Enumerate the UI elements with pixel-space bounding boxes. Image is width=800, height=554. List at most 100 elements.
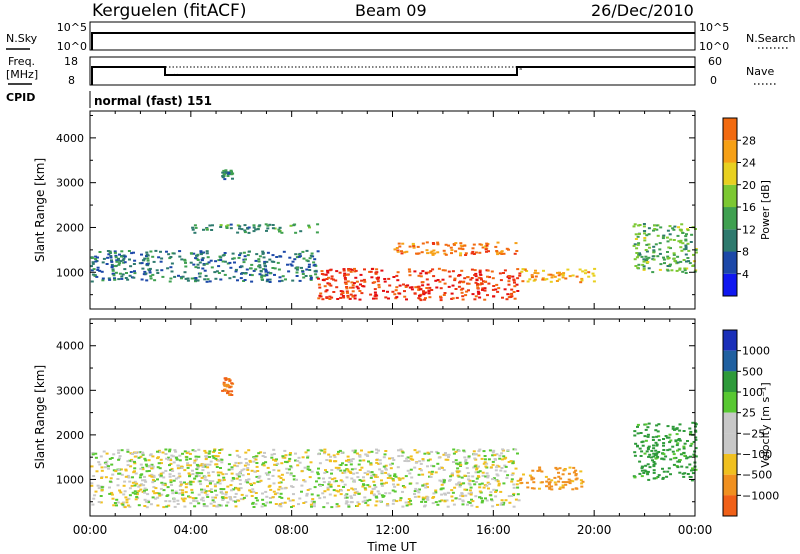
velocity-cell bbox=[108, 486, 111, 489]
power-cell bbox=[403, 251, 407, 254]
velocity-cell bbox=[269, 501, 272, 504]
velocity-cell bbox=[266, 466, 270, 469]
power-cell bbox=[302, 257, 306, 260]
power-cell bbox=[129, 265, 133, 268]
velocity-cell bbox=[290, 466, 294, 469]
velocity-cell bbox=[387, 473, 391, 476]
velocity-cell bbox=[133, 492, 137, 495]
velocity-cell bbox=[201, 496, 205, 499]
power-cell bbox=[328, 295, 332, 298]
power-cell bbox=[669, 263, 672, 266]
velocity-cell bbox=[453, 486, 457, 489]
power-cell bbox=[678, 267, 682, 270]
velocity-cell bbox=[526, 486, 530, 489]
power-cell bbox=[459, 242, 463, 245]
power-cell bbox=[318, 294, 322, 297]
velocity-cell bbox=[239, 487, 243, 490]
power-cell bbox=[321, 279, 325, 281]
power-cell bbox=[447, 285, 451, 288]
velocity-cell bbox=[159, 474, 163, 477]
power-cell bbox=[566, 268, 570, 271]
power-cell bbox=[196, 259, 200, 261]
power-cell bbox=[312, 261, 316, 264]
power-cell bbox=[160, 269, 164, 272]
power-cell bbox=[417, 274, 421, 277]
velocity-cell bbox=[438, 467, 441, 470]
velocity-cell bbox=[137, 490, 141, 493]
velocity-cell bbox=[682, 445, 686, 448]
velocity-cell bbox=[636, 432, 640, 435]
velocity-cell bbox=[654, 449, 658, 452]
power-cell bbox=[454, 288, 458, 290]
power-cell bbox=[488, 276, 491, 279]
power-cell bbox=[343, 272, 347, 275]
power-cell bbox=[219, 226, 223, 228]
power-cell bbox=[196, 279, 200, 282]
velocity-cell bbox=[450, 472, 454, 475]
power-cell bbox=[637, 233, 641, 235]
power-cell bbox=[343, 274, 347, 277]
power-cell bbox=[128, 274, 132, 277]
velocity-cell bbox=[581, 480, 585, 483]
power-cell bbox=[198, 272, 202, 275]
power-cell bbox=[242, 258, 246, 261]
velocity-cell bbox=[316, 494, 320, 497]
power-cell bbox=[634, 265, 638, 267]
velocity-cell bbox=[572, 471, 576, 474]
power-cell bbox=[353, 294, 357, 297]
velocity-cell bbox=[686, 440, 689, 442]
power-cell bbox=[474, 281, 478, 284]
velocity-cell bbox=[386, 503, 390, 506]
velocity-cell bbox=[694, 423, 698, 426]
velocity-cell bbox=[146, 493, 150, 496]
power-cell bbox=[330, 275, 334, 278]
power-cell bbox=[482, 280, 485, 283]
velocity-cell bbox=[347, 458, 350, 461]
velocity-cell bbox=[180, 482, 183, 485]
colorbar-tick-label: 28 bbox=[742, 134, 756, 147]
power-cell bbox=[451, 297, 455, 300]
velocity-cell bbox=[186, 462, 190, 465]
power-cell bbox=[645, 257, 649, 260]
power-cell bbox=[495, 250, 499, 252]
power-cell bbox=[447, 244, 450, 247]
velocity-cell bbox=[318, 462, 322, 465]
power-cell bbox=[271, 267, 275, 269]
power-cell bbox=[93, 274, 97, 277]
velocity-cell bbox=[430, 470, 434, 473]
velocity-cell bbox=[211, 496, 215, 499]
velocity-cell bbox=[197, 472, 201, 475]
power-cell bbox=[474, 275, 478, 278]
velocity-cell bbox=[366, 484, 370, 487]
velocity-cell bbox=[496, 480, 500, 483]
velocity-cell bbox=[173, 449, 177, 452]
power-cell bbox=[408, 270, 412, 273]
velocity-cell bbox=[662, 438, 665, 440]
velocity-cell bbox=[91, 503, 95, 506]
velocity-cell bbox=[156, 450, 159, 453]
velocity-cell bbox=[294, 452, 297, 455]
velocity-cell bbox=[382, 456, 386, 459]
power-cell bbox=[417, 252, 421, 255]
velocity-cell bbox=[431, 496, 435, 499]
power-cell bbox=[393, 248, 397, 251]
velocity-cell bbox=[439, 480, 443, 483]
velocity-cell bbox=[202, 505, 206, 508]
velocity-cell bbox=[310, 505, 313, 508]
velocity-cell bbox=[164, 469, 168, 472]
power-cell bbox=[146, 254, 150, 257]
power-cell bbox=[229, 223, 233, 226]
power-cell bbox=[297, 253, 301, 256]
velocity-cell bbox=[380, 484, 384, 487]
velocity-cell bbox=[326, 488, 330, 491]
power-cell bbox=[452, 243, 456, 246]
velocity-cell bbox=[530, 478, 534, 481]
power-cell bbox=[262, 256, 266, 259]
power-cell bbox=[635, 256, 639, 259]
velocity-cell bbox=[117, 472, 121, 475]
velocity-cell bbox=[255, 465, 259, 468]
power-cell bbox=[236, 231, 240, 234]
velocity-cell bbox=[454, 497, 458, 500]
power-cell bbox=[447, 270, 451, 273]
power-cell bbox=[195, 254, 199, 257]
